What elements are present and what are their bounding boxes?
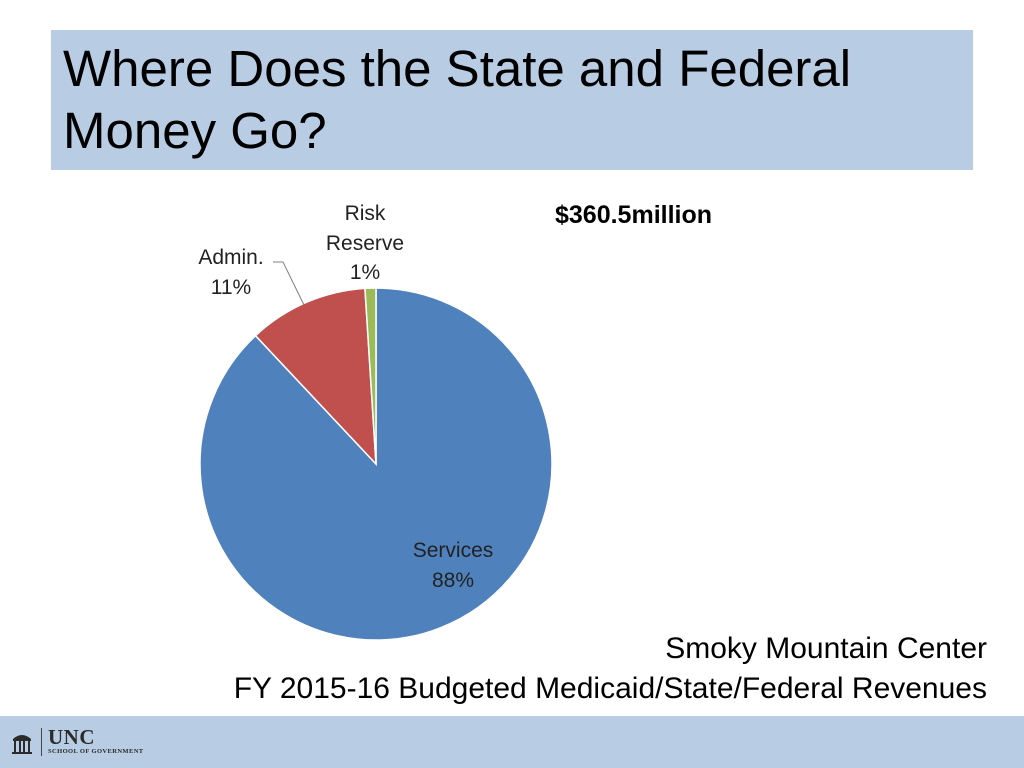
pie-slice-risk-reserve [364,287,377,465]
logo-school-text: SCHOOL OF GOVERNMENT [48,748,144,755]
unc-logo: UNC SCHOOL OF GOVERNMENT [10,726,150,760]
footer-bar: UNC SCHOOL OF GOVERNMENT [0,716,1024,768]
slice-name-admin: Admin. [198,246,263,269]
slide-title: Where Does the State and Federal Money G… [63,40,852,159]
pie-chart: Services 88% Admin. 11% Risk Reserve 1% [198,202,553,641]
logo-unc-text: UNC [48,725,95,749]
admin-leader-line [273,261,305,306]
old-well-icon [12,735,32,754]
pie-slice-admin [254,287,377,467]
caption-budget: FY 2015-16 Budgeted Medicaid/State/Feder… [233,672,987,705]
total-amount: $360.5million [555,201,713,229]
slice-name-risk-reserve-line1: Risk [345,202,386,225]
slice-name-risk-reserve-line2: Reserve [326,232,404,255]
slice-percent-admin: 11% [211,276,251,299]
caption-organization: Smoky Mountain Center [665,632,987,665]
slice-name-services: Services [413,539,494,562]
slice-percent-risk-reserve: 1% [350,261,380,284]
title-banner: Where Does the State and Federal Money G… [51,30,973,170]
pie-slice-services [199,287,553,641]
logo-divider [41,728,42,756]
slice-percent-services: 88% [432,569,474,592]
